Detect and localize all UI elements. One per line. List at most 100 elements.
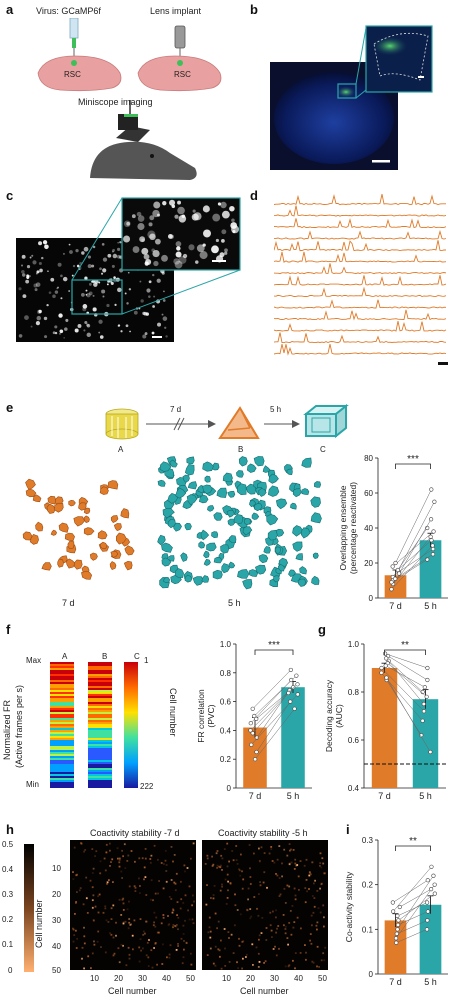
matrix-pixel — [266, 886, 268, 889]
matrix-pixel — [112, 904, 115, 907]
heatmap-row — [88, 736, 112, 738]
fov-cell — [120, 330, 123, 333]
matrix-pixel — [176, 914, 178, 916]
matrix-pixel — [128, 885, 131, 888]
y-tick-label: 0 — [369, 970, 374, 979]
cb-tick-5: 0 — [8, 966, 13, 975]
matrix-pixel — [239, 913, 242, 916]
ensemble-cell-5h — [204, 475, 211, 483]
matrix-pixel — [289, 849, 291, 852]
heatmap-row — [50, 698, 74, 700]
matrix-pixel — [109, 932, 111, 935]
syringe-icon — [69, 18, 79, 58]
heatmap-row — [88, 692, 112, 694]
data-point — [286, 690, 291, 696]
data-point — [421, 709, 427, 714]
fov-cell — [163, 290, 165, 293]
heatmap-row — [88, 766, 112, 768]
col-a-label: A — [62, 652, 68, 661]
heatmap-row — [88, 688, 112, 690]
matrix-pixel — [125, 964, 128, 967]
matrix-pixel — [311, 861, 313, 864]
ensemble-cell-5h — [161, 557, 172, 567]
zoom-cell — [211, 245, 219, 254]
matrix-pixel — [223, 928, 226, 930]
heatmap-row — [50, 708, 74, 710]
matrix-pixel — [292, 959, 294, 962]
ensemble-cell-5h — [313, 481, 322, 488]
h-xtick-2-20: 20 — [246, 974, 255, 983]
matrix-pixel — [173, 854, 176, 856]
matrix-pixel — [249, 867, 251, 870]
matrix-pixel — [94, 905, 97, 908]
pair-line — [391, 559, 428, 583]
matrix-pixel — [139, 885, 141, 887]
matrix-pixel — [190, 963, 193, 966]
matrix-pixel — [164, 850, 167, 852]
matrix-pixel — [191, 904, 193, 907]
matrix-pixel — [299, 860, 302, 862]
data-point — [295, 692, 300, 697]
matrix-pixel — [83, 926, 85, 929]
data-point — [249, 742, 254, 747]
matrix-pixel — [184, 919, 186, 922]
data-point — [430, 543, 435, 548]
matrix-pixel — [107, 921, 110, 923]
fov-cell — [81, 251, 85, 255]
fov-cell — [99, 335, 104, 339]
matrix-pixel — [292, 849, 295, 851]
matrix-pixel — [128, 918, 131, 920]
matrix-pixel — [309, 872, 311, 875]
zoom-cell — [192, 209, 196, 213]
matrix-pixel — [103, 857, 106, 860]
heatmap-row — [88, 742, 112, 744]
matrix-pixel — [168, 956, 171, 959]
ensemble-cell-7d — [107, 480, 119, 490]
ensemble-cell-5h — [253, 456, 265, 467]
h-ytick-10: 10 — [52, 864, 61, 873]
matrix-pixel — [258, 847, 260, 850]
heatmap-row — [50, 664, 74, 666]
matrix-pixel — [249, 908, 252, 910]
heatmap-row — [50, 754, 74, 756]
matrix-pixel — [147, 956, 150, 959]
pair-line — [391, 545, 433, 590]
ensemble-cell-5h — [248, 569, 259, 577]
matrix-pixel — [235, 859, 238, 861]
matrix-pixel — [122, 944, 124, 947]
matrix-pixel — [258, 938, 260, 941]
sig-label: ** — [401, 640, 409, 651]
matrix-pixel — [104, 869, 107, 872]
y-axis-label: (percentage reactivated) — [348, 482, 358, 574]
heatmap-row — [88, 780, 112, 782]
matrix-pixel — [220, 939, 222, 942]
data-point — [390, 564, 395, 569]
ensemble-cell-5h — [238, 456, 248, 467]
pair-line — [254, 675, 297, 717]
matrix-pixel — [288, 862, 291, 864]
matrix-pixel — [241, 941, 244, 943]
fov-cell — [69, 250, 73, 254]
heatmap-row — [88, 728, 112, 730]
heatmap-row — [50, 780, 74, 782]
ensemble-cell-7d — [25, 478, 36, 491]
sig-bracket — [384, 649, 426, 655]
calcium-trace — [274, 240, 446, 252]
heatmap-row — [50, 730, 74, 732]
matrix-pixel — [284, 928, 287, 930]
data-point — [432, 882, 437, 887]
matrix-pixel — [293, 868, 296, 870]
matrix-pixel — [216, 867, 218, 869]
cb-tick-4: 0.1 — [2, 940, 14, 949]
matrix-pixel — [97, 911, 100, 914]
data-point — [379, 665, 384, 671]
ensemble-cell-7d — [57, 558, 64, 568]
heatmap-row — [88, 764, 112, 766]
fov-cell — [76, 264, 80, 268]
matrix-pixel — [86, 912, 89, 914]
fov-cell — [44, 244, 49, 250]
matrix-pixel — [89, 879, 92, 882]
fov-cell — [152, 273, 155, 277]
calcium-trace — [274, 205, 447, 217]
matrix-pixel — [72, 940, 75, 943]
